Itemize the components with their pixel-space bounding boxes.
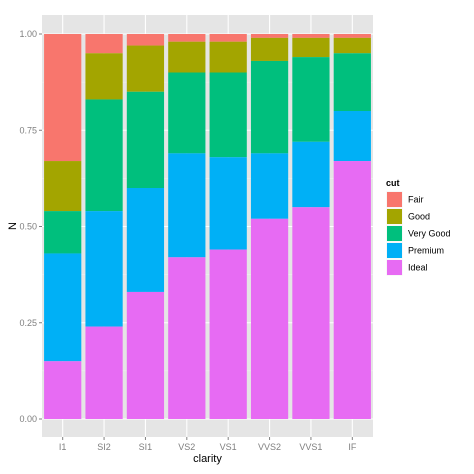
bar-vvs2-premium [250, 153, 289, 219]
bar-si1-ideal [126, 291, 165, 419]
bar-vvs2-ideal [250, 218, 289, 419]
legend-label-good: Good [408, 212, 430, 222]
bar-if-good [333, 37, 371, 54]
bar-si1-very-good [126, 91, 165, 188]
bar-vs2-good [168, 41, 206, 73]
bar-vs2-very-good [168, 72, 206, 154]
x-tick-label: VS2 [178, 442, 195, 452]
y-axis-title: N [7, 222, 19, 230]
bar-i1-ideal [44, 361, 82, 419]
bar-if-premium [333, 111, 371, 162]
legend-swatch-premium [387, 243, 402, 258]
bar-vvs2-fair [250, 34, 289, 38]
bar-vs2-ideal [168, 257, 206, 419]
bar-vs1-premium [209, 157, 247, 250]
bar-if-fair [333, 34, 371, 38]
x-axis: I1 SI2 SI1 VS2 VS1 VVS2 VVS1 IF [59, 437, 357, 452]
bar-vvs1-ideal [292, 207, 330, 419]
y-tick-label: 0.50 [19, 222, 37, 232]
bar-i1-fair [44, 34, 82, 162]
y-tick-label: 0.25 [19, 318, 37, 328]
bar-si1-fair [126, 34, 165, 46]
bar-vs1-fair [209, 34, 247, 42]
legend-label-premium: Premium [408, 246, 444, 256]
bar-si2-premium [85, 211, 123, 327]
legend-swatch-very-good [387, 226, 402, 241]
bar-si1-good [126, 45, 165, 92]
x-tick-label: VVS1 [299, 442, 322, 452]
x-tick-label: VS1 [220, 442, 237, 452]
bar-vvs2-very-good [250, 60, 289, 154]
bar-if-ideal [333, 161, 371, 420]
bar-vs1-very-good [209, 72, 247, 158]
bar-vs1-good [209, 41, 247, 73]
bar-si2-ideal [85, 326, 123, 419]
bar-si2-fair [85, 34, 123, 54]
legend-swatch-fair [387, 192, 402, 207]
bar-vvs1-premium [292, 141, 330, 208]
legend-label-very-good: Very Good [408, 229, 451, 239]
bar-si2-good [85, 53, 123, 100]
legend-swatch-good [387, 209, 402, 224]
bar-i1-very-good [44, 211, 82, 254]
bar-vs2-fair [168, 34, 206, 42]
x-tick-label: I1 [59, 442, 67, 452]
x-tick-label: IF [348, 442, 357, 452]
legend: cut Fair Good Very Good Premium Ideal [385, 178, 451, 277]
bar-vvs1-fair [292, 34, 330, 38]
y-tick-label: 1.00 [19, 29, 37, 39]
bar-if-very-good [333, 53, 371, 111]
bar-vs2-premium [168, 153, 206, 258]
bar-si2-very-good [85, 99, 123, 212]
bar-vvs1-very-good [292, 57, 330, 142]
bar-i1-premium [44, 253, 82, 362]
x-tick-label: VVS2 [258, 442, 281, 452]
legend-title: cut [386, 178, 400, 188]
x-tick-label: SI1 [139, 442, 153, 452]
bar-vvs1-good [292, 37, 330, 58]
bar-si1-premium [126, 188, 165, 292]
y-tick-label: 0.75 [19, 125, 37, 135]
legend-label-fair: Fair [408, 195, 424, 205]
bars [44, 34, 371, 420]
y-tick-label: 0.00 [19, 414, 37, 424]
legend-label-ideal: Ideal [408, 263, 428, 273]
y-axis: 0.00 0.25 0.50 0.75 1.00 [19, 29, 42, 424]
legend-swatch-ideal [387, 260, 402, 275]
bar-vvs2-good [250, 37, 289, 61]
x-tick-label: SI2 [97, 442, 111, 452]
bar-i1-good [44, 161, 82, 212]
x-axis-title: clarity [193, 453, 222, 465]
bar-vs1-ideal [209, 249, 247, 419]
